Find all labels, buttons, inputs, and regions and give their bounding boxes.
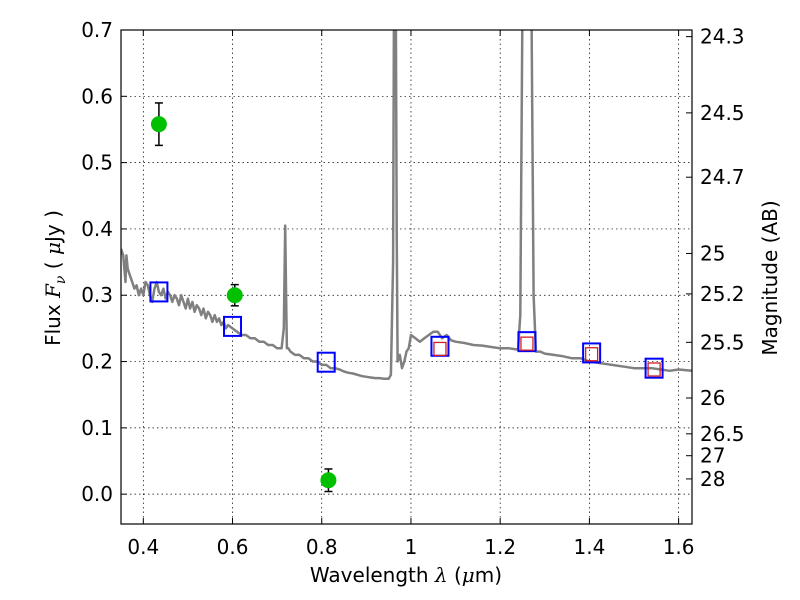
model-square	[517, 331, 537, 353]
magnitude-tick-label: 25.2	[700, 282, 745, 306]
x-tick-label: 1.4	[573, 535, 605, 559]
magnitude-tick-label: 27	[700, 444, 725, 468]
x-tick-label: 1	[405, 535, 418, 559]
filter-square	[433, 341, 447, 357]
y-tick-label: 0.3	[81, 283, 113, 307]
model-square	[316, 351, 336, 373]
magnitude-tick-label: 24.7	[700, 165, 745, 189]
magnitude-tick-label: 26	[700, 386, 725, 410]
magnitude-tick-label: 24.5	[700, 101, 745, 125]
y-tick-label: 0.4	[81, 217, 113, 241]
filter-square	[520, 336, 534, 351]
model-square	[582, 342, 602, 364]
x-tick-label: 0.4	[127, 535, 159, 559]
magnitude-tick-label: 28	[700, 467, 725, 491]
model-square	[644, 357, 664, 379]
filter-square	[647, 362, 661, 377]
x-tick-label: 0.6	[217, 535, 249, 559]
x-tick-label: 1.6	[663, 535, 695, 559]
axis-ticks: 0.4 0.6 0.8 1 1.2 1.4 1.6 0.0 0.1 0.2 0.3 0.4 0.5 0.6…	[81, 18, 744, 559]
y2-axis-label: Magnitude (AB)	[758, 200, 782, 355]
y-tick-label: 0.0	[81, 482, 113, 506]
magnitude-tick-label: 25.5	[700, 330, 745, 354]
x-axis-label: Wavelength λ (μm)	[310, 563, 502, 587]
model-square	[149, 281, 169, 303]
spectrum-line	[121, 30, 692, 381]
y-tick-label: 0.5	[81, 151, 113, 175]
magnitude-tick-label: 26.5	[700, 422, 745, 446]
photometry-point	[320, 472, 337, 489]
y-tick-label: 0.2	[81, 350, 113, 374]
y-tick-label: 0.1	[81, 416, 113, 440]
magnitude-tick-label: 25	[700, 241, 725, 265]
y-axis-label: Flux Fν ( μJy )	[41, 210, 69, 346]
grid	[121, 29, 692, 524]
filter-square	[584, 347, 599, 362]
plot-area	[121, 30, 692, 493]
x-tick-label: 1.2	[484, 535, 516, 559]
x-tick-label: 0.8	[306, 535, 338, 559]
model-square	[223, 315, 243, 337]
photometry-point	[226, 287, 243, 304]
y-tick-label: 0.7	[81, 18, 113, 42]
plot-frame	[120, 29, 693, 525]
magnitude-tick-label: 24.3	[700, 25, 745, 49]
y-tick-label: 0.6	[81, 84, 113, 108]
photometry-point	[150, 116, 167, 133]
